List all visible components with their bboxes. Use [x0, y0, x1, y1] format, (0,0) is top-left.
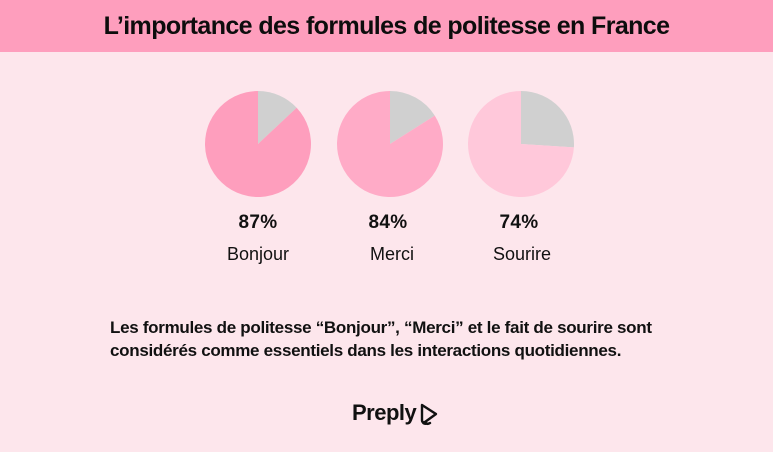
caption-text: Les formules de politesse “Bonjour”, “Me…	[110, 318, 652, 360]
pie-value-label-merci: 84%	[368, 212, 408, 233]
pie-category-label-bonjour: Bonjour	[226, 244, 290, 264]
pie-slice-remainder-sourire	[521, 91, 575, 148]
title-banner: L’importance des formules de politesse e…	[0, 0, 773, 52]
brand-logo[interactable]: Preply	[352, 400, 439, 426]
pie-slice-merci	[337, 91, 443, 197]
pie-slice-sourire	[468, 91, 574, 197]
pie-category-label-sourire: Sourire	[492, 244, 552, 264]
pie-slice-remainder-bonjour	[258, 91, 297, 144]
pie-slice-bonjour	[205, 91, 311, 198]
pie-value-label-bonjour: 87%	[238, 212, 278, 233]
preply-logo-icon	[421, 403, 438, 425]
pie-value-label-sourire: 74%	[499, 212, 539, 233]
page-title: L’importance des formules de politesse e…	[103, 11, 670, 40]
pie-slice-remainder-merci	[390, 90, 435, 144]
brand-name: Preply	[352, 400, 417, 425]
pie-category-label-merci: Merci	[370, 244, 414, 264]
